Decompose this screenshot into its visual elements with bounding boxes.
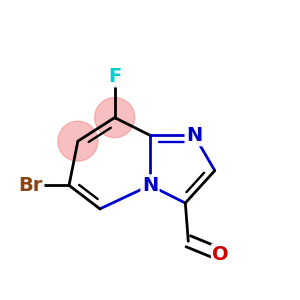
Circle shape — [94, 98, 135, 138]
Text: N: N — [186, 126, 202, 145]
Text: F: F — [108, 67, 121, 86]
Text: Br: Br — [19, 176, 43, 195]
Circle shape — [58, 121, 98, 161]
Text: N: N — [142, 176, 158, 195]
Text: O: O — [212, 245, 229, 264]
